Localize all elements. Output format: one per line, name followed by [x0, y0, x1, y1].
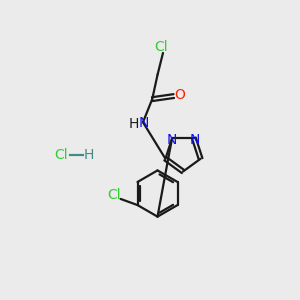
Text: N: N [190, 133, 200, 147]
Text: N: N [139, 116, 149, 130]
Text: Cl: Cl [154, 40, 168, 54]
Text: O: O [175, 88, 185, 101]
Text: Cl: Cl [55, 148, 68, 162]
Text: H: H [84, 148, 94, 162]
Text: H: H [128, 117, 139, 131]
Text: Cl: Cl [108, 188, 121, 202]
Text: N: N [166, 133, 177, 147]
